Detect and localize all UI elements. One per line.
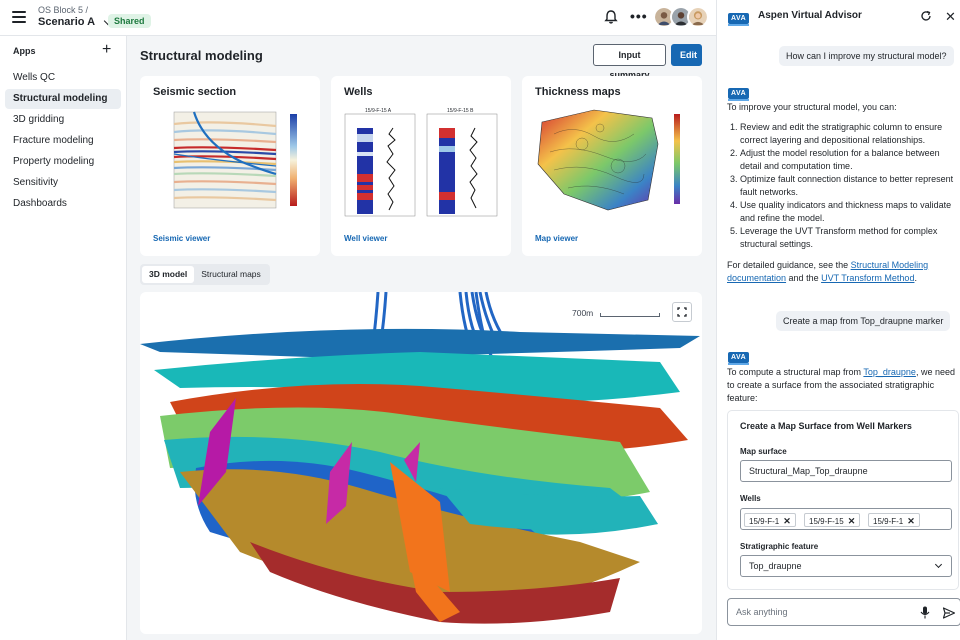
top-draupne-link[interactable]: Top_draupne [863, 367, 916, 377]
bot-text: , we need to create a surface from the a… [727, 367, 955, 403]
breadcrumb[interactable]: OS Block 5 / [38, 5, 89, 15]
seismic-section-thumbnail [152, 104, 308, 222]
chevron-down-icon [934, 560, 943, 569]
strat-feature-value: Top_draupne [749, 561, 802, 571]
3d-structural-model [140, 292, 700, 624]
bot-guidance: For detailed guidance, see the Structura… [727, 259, 957, 285]
bot-text: To compute a structural map from [727, 367, 864, 377]
close-icon[interactable]: ✕ [945, 9, 956, 24]
tab-structural-maps[interactable]: Structural maps [201, 269, 261, 279]
seismic-viewer-link[interactable]: Seismic viewer [153, 234, 211, 243]
sidebar-item-3d-gridding[interactable]: 3D gridding [13, 114, 65, 125]
avatar[interactable] [687, 6, 709, 28]
wells-multiselect[interactable]: 15/9-F-1 ✕ 15/9-F-15 ✕ 15/9-F-1 ✕ [740, 508, 952, 530]
bot-list: Review and edit the stratigraphic column… [740, 121, 957, 251]
map-viewer-link[interactable]: Map viewer [535, 234, 579, 243]
list-item: Review and edit the stratigraphic column… [740, 121, 957, 147]
view-tabs: 3D model Structural maps [140, 264, 270, 285]
edit-button[interactable]: Edit [671, 44, 702, 66]
wells-thumbnail [344, 113, 498, 217]
microphone-icon[interactable] [920, 606, 930, 619]
sidebar-item-structural-modeling[interactable]: Structural modeling [5, 89, 121, 109]
map-surface-label: Map surface [740, 447, 787, 456]
more-icon[interactable]: ••• [630, 8, 648, 24]
shared-badge: Shared [108, 14, 151, 28]
seismic-section-card[interactable]: Seismic section [140, 76, 320, 256]
strat-feature-select[interactable]: Top_draupne [740, 555, 952, 577]
ava-logo: AVA [728, 88, 750, 101]
card-title: Thickness maps [535, 86, 621, 98]
main-content: Structural modeling Input summary Edit S… [128, 36, 716, 640]
bot-message: To improve your structural model, you ca… [727, 101, 957, 285]
structural-modeling-doc-link[interactable]: Structural Modeling documentation [727, 260, 929, 283]
remove-chip-icon[interactable]: ✕ [847, 516, 856, 526]
well-a-label: 15/9-F-15 A [365, 108, 392, 114]
wells-label: Wells [740, 494, 761, 503]
well-b-label: 15/9-F-15 B [447, 108, 474, 114]
sidebar-item-dashboards[interactable]: Dashboards [13, 198, 67, 209]
send-icon[interactable] [943, 607, 955, 619]
user-message: How can I improve my structural model? [779, 46, 954, 66]
list-item: Use quality indicators and thickness map… [740, 199, 957, 225]
well-chip: 15/9-F-15 ✕ [804, 513, 861, 527]
guidance-text: For detailed guidance, see the [727, 260, 851, 270]
list-item: Leverage the UVT Transform method for co… [740, 225, 957, 251]
user-message: Create a map from Top_draupne marker [776, 311, 951, 331]
form-title: Create a Map Surface from Well Markers [740, 421, 912, 431]
ava-logo: AVA [728, 352, 750, 365]
strat-feature-label: Stratigraphic feature [740, 542, 819, 551]
sidebar: Apps + Wells QC Structural modeling 3D g… [0, 36, 127, 640]
advisor-panel: AVA Aspen Virtual Advisor ✕ How can I im… [716, 0, 960, 640]
refresh-icon[interactable] [920, 10, 932, 22]
sidebar-item-fracture-modeling[interactable]: Fracture modeling [13, 135, 94, 146]
well-viewer-link[interactable]: Well viewer [344, 234, 388, 243]
top-bar: OS Block 5 / Scenario A Shared ••• [0, 0, 716, 36]
sidebar-item-wells-qc[interactable]: Wells QC [13, 72, 56, 83]
3d-model-viewer[interactable]: 700m [140, 292, 702, 634]
uvt-transform-link[interactable]: UVT Transform Method [821, 273, 915, 283]
scenario-label: Scenario A [38, 16, 96, 28]
advisor-title: Aspen Virtual Advisor [758, 10, 862, 21]
remove-chip-icon[interactable]: ✕ [907, 516, 915, 526]
thickness-map-thumbnail [537, 109, 680, 211]
guidance-text: and the [786, 273, 822, 283]
scale-label: 700m [572, 308, 594, 318]
sidebar-nav: Wells QC Structural modeling 3D gridding… [5, 68, 121, 215]
wells-card[interactable]: Wells 15/9-F-15 A 15/9-F-15 B Well viewe… [331, 76, 511, 256]
scale-bar [600, 313, 660, 317]
fullscreen-button[interactable] [672, 302, 692, 322]
input-summary-button[interactable]: Input summary [593, 44, 666, 80]
page-title: Structural modeling [140, 48, 263, 63]
chip-label: 15/9-F-1 [873, 517, 904, 526]
ask-placeholder: Ask anything [736, 607, 788, 617]
well-chip: 15/9-F-1 ✕ [744, 513, 796, 527]
card-title: Seismic section [153, 86, 237, 98]
tab-3d-model[interactable]: 3D model [142, 266, 195, 283]
map-surface-input[interactable]: Structural_Map_Top_draupne [740, 460, 952, 482]
map-surface-form: Create a Map Surface from Well Markers M… [727, 410, 959, 590]
avatar[interactable] [670, 6, 692, 28]
add-app-button[interactable]: + [102, 41, 112, 58]
ask-input[interactable]: Ask anything [727, 598, 960, 626]
bell-icon[interactable] [603, 9, 619, 25]
list-item: Optimize fault connection distance to be… [740, 173, 957, 199]
sidebar-item-sensitivity[interactable]: Sensitivity [13, 177, 59, 188]
card-title: Wells [344, 86, 373, 98]
menu-icon[interactable] [12, 11, 26, 23]
list-item: Adjust the model resolution for a balanc… [740, 147, 957, 173]
guidance-text: . [914, 273, 917, 283]
apps-heading: Apps [13, 46, 36, 56]
bot-intro: To improve your structural model, you ca… [727, 102, 897, 112]
remove-chip-icon[interactable]: ✕ [783, 516, 791, 526]
bot-message: To compute a structural map from Top_dra… [727, 366, 957, 405]
well-chip: 15/9-F-1 ✕ [868, 513, 920, 527]
fullscreen-icon [677, 307, 687, 317]
thickness-maps-card[interactable]: Thickness maps [522, 76, 702, 256]
ava-logo: AVA [728, 13, 750, 26]
chip-label: 15/9-F-1 [749, 517, 780, 526]
chip-label: 15/9-F-15 [809, 517, 844, 526]
sidebar-item-property-modeling[interactable]: Property modeling [13, 156, 95, 167]
scenario-selector[interactable]: Scenario A [38, 16, 113, 28]
